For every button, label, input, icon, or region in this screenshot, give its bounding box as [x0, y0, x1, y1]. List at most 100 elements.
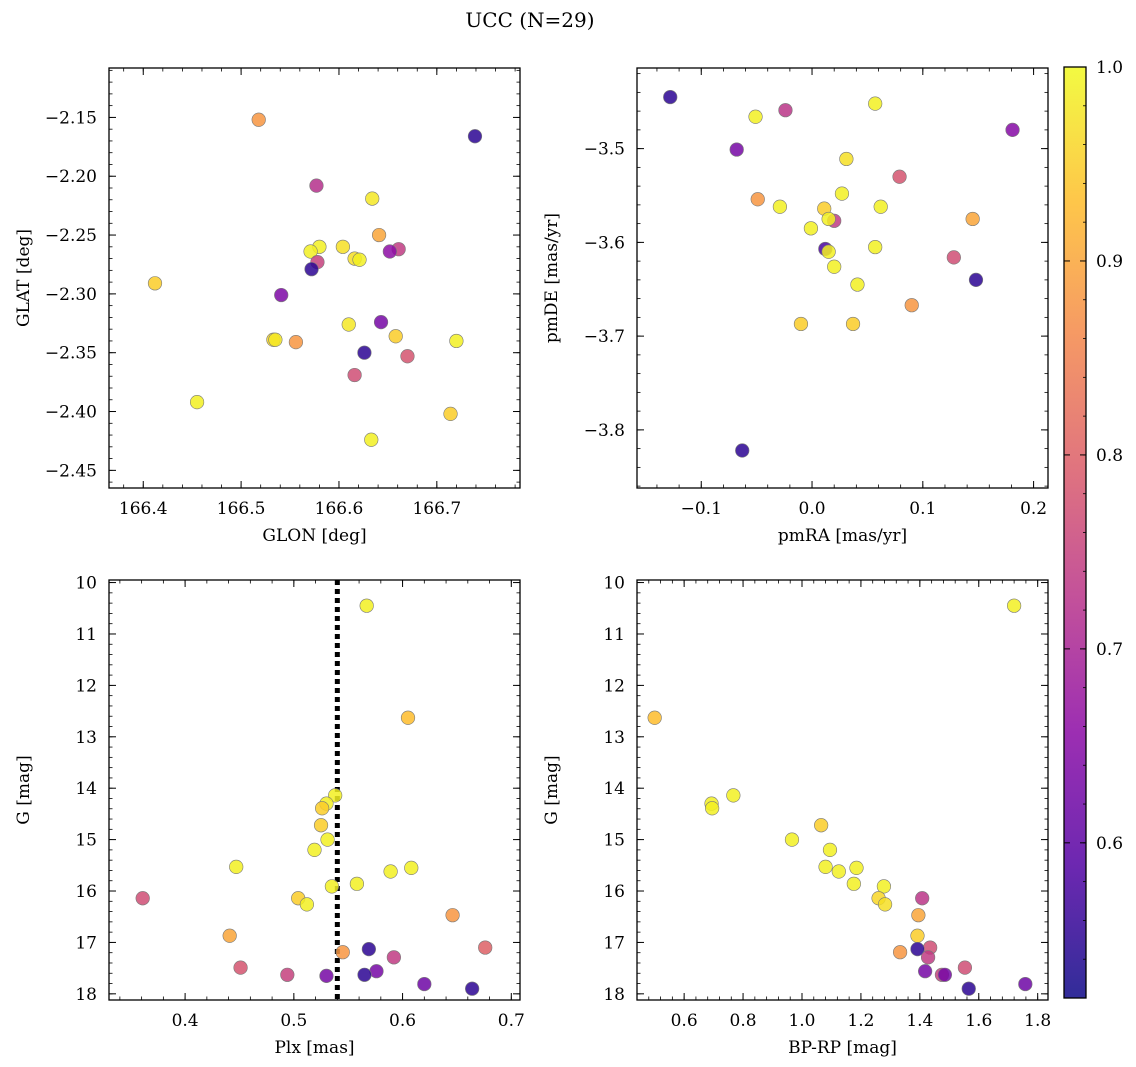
panel-4: 0.6 0.8 1.0 1.2 1.4 1.6 1.8 10 11 12 13 14 15 16 17 18 B…	[542, 574, 1051, 1058]
scatter-point	[359, 598, 374, 613]
x-tick-label: 166.6	[315, 499, 364, 519]
scatter-point	[827, 259, 842, 274]
scatter-point	[877, 897, 893, 912]
scatter-point	[365, 191, 380, 206]
x-axis-label: pmRA [mas/yr]	[778, 526, 907, 546]
scatter-point	[478, 940, 493, 955]
scatter-point	[968, 272, 984, 287]
scatter-point	[868, 96, 883, 111]
y-tick-label: −2.45	[45, 461, 97, 481]
y-tick-label: 15	[603, 831, 625, 851]
x-tick-label: 1.6	[965, 1011, 992, 1031]
y-axis-label: G [mag]	[14, 755, 34, 824]
x-tick-label: −0.1	[681, 499, 722, 519]
y-tick-label: −2.40	[45, 403, 97, 423]
x-tick-label: 166.4	[119, 499, 168, 519]
scatter-point	[904, 298, 919, 313]
y-tick-label: 16	[75, 882, 97, 902]
scatter-point	[299, 897, 314, 912]
scatter-point	[729, 142, 744, 157]
scatter-point	[335, 239, 350, 254]
y-tick-label: 10	[75, 574, 97, 594]
scatter-point	[400, 710, 416, 725]
scatter-point	[647, 710, 662, 725]
scatter-point	[772, 199, 788, 214]
scatter-point	[147, 276, 163, 291]
scatter-point	[417, 976, 432, 992]
scatter-point	[383, 864, 398, 879]
scatter-point	[868, 239, 883, 255]
scatter-point	[135, 891, 150, 906]
plot-area	[663, 89, 1020, 458]
scatter-point	[849, 860, 864, 875]
scatter-point	[352, 252, 367, 267]
scatter-point	[404, 860, 419, 875]
scatter-point	[705, 801, 720, 816]
y-tick-label: −3.6	[584, 233, 625, 253]
scatter-point	[803, 221, 819, 236]
scatter-point	[918, 964, 933, 979]
scatter-point	[735, 443, 750, 458]
scatter-point	[373, 315, 389, 330]
x-tick-label: 0.2	[1020, 499, 1047, 519]
scatter-point	[778, 103, 793, 118]
colorbar: 0.6 0.7 0.8 0.9 1.0	[1063, 58, 1123, 999]
scatter-point	[313, 818, 329, 833]
scatter-point	[251, 112, 266, 127]
y-tick-label: 17	[75, 933, 97, 953]
scatter-point	[309, 178, 324, 193]
x-tick-label: 0.4	[172, 1011, 199, 1031]
x-tick-label: 1.0	[788, 1011, 815, 1031]
scatter-point	[357, 345, 372, 360]
scatter-point	[229, 859, 244, 874]
scatter-point	[1005, 122, 1020, 137]
scatter-point	[818, 859, 833, 874]
scatter-point	[328, 788, 343, 803]
y-axis-label: pmDE [mas/yr]	[542, 213, 562, 343]
x-tick-label: 0.5	[280, 1011, 307, 1031]
x-tick-label: 0.0	[799, 499, 826, 519]
y-tick-label: 13	[603, 728, 625, 748]
scatter-point	[845, 316, 861, 332]
plot-frame	[108, 579, 521, 1001]
scatter-point	[834, 186, 850, 201]
colorbar-tick-label: 0.6	[1096, 834, 1123, 854]
plot-frame	[108, 67, 521, 489]
scatter-point	[369, 964, 384, 979]
plot-area	[135, 580, 493, 1000]
scatter-point	[335, 945, 350, 960]
scatter-point	[839, 151, 854, 167]
figure-title: UCC (N=29)	[465, 8, 594, 32]
y-tick-label: −2.30	[45, 285, 97, 305]
scatter-point	[400, 349, 415, 364]
scatter-point	[892, 169, 907, 184]
y-tick-label: 18	[75, 985, 97, 1005]
y-tick-label: 12	[603, 676, 625, 696]
scatter-point	[965, 211, 980, 227]
panel-3: 0.4 0.5 0.6 0.7 10 11 12 13 14 15 16 17 18 Plx [mas] G…	[14, 574, 525, 1058]
colorbar-tick-label: 0.8	[1096, 446, 1123, 466]
y-tick-label: −2.35	[45, 344, 97, 364]
scatter-point	[361, 942, 376, 957]
scatter-point	[443, 406, 458, 421]
scatter-point	[307, 842, 322, 857]
scatter-point	[268, 332, 283, 347]
y-tick-label: −2.20	[45, 167, 97, 187]
y-tick-label: 11	[603, 625, 625, 645]
scatter-point	[750, 192, 765, 207]
colorbar-bar	[1063, 66, 1087, 999]
y-tick-label: −3.7	[584, 327, 625, 347]
plot-area	[647, 598, 1033, 996]
y-tick-label: −2.15	[45, 108, 97, 128]
plot-area	[147, 112, 483, 447]
scatter-point	[303, 244, 318, 259]
y-tick-label: 17	[603, 933, 625, 953]
x-tick-label: 0.6	[389, 1011, 416, 1031]
scatter-point	[233, 960, 248, 975]
x-tick-label: 0.7	[498, 1011, 525, 1031]
scatter-point	[1007, 598, 1022, 613]
scatter-point	[341, 317, 356, 332]
x-tick-label: 1.2	[847, 1011, 874, 1031]
scatter-point	[663, 89, 678, 105]
